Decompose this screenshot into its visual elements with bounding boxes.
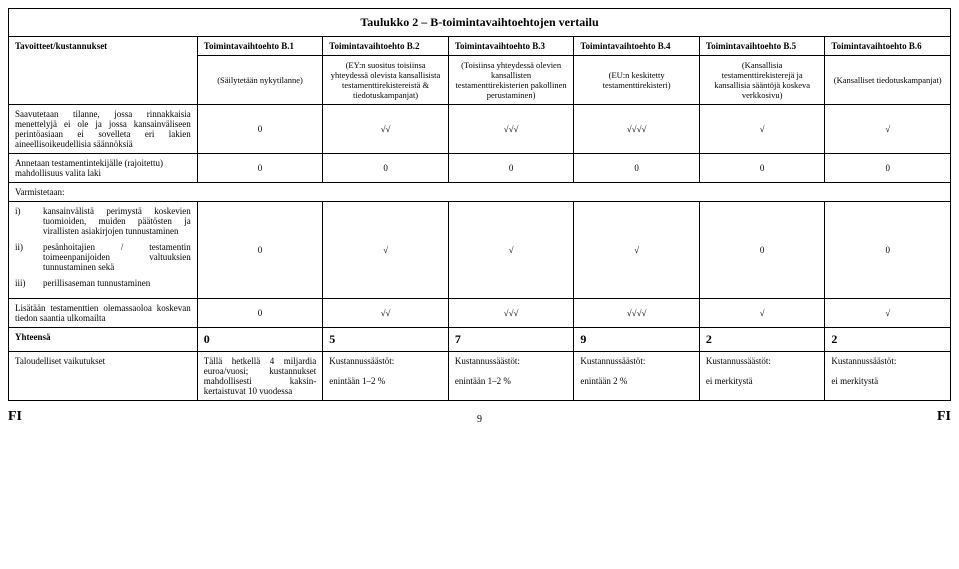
comparison-table: Taulukko 2 – B-toimintavaihtoehtojen ver… <box>8 8 951 401</box>
total-v1: 0 <box>197 328 323 352</box>
footer-left: FI <box>8 409 22 425</box>
row4-v6: √ <box>825 299 951 328</box>
header-b1: Toimintavaihtoehto B.1 <box>197 37 323 56</box>
row4-label: Lisätään testamenttien olemassaoloa kosk… <box>9 299 198 328</box>
row-recognition: i)kansainvälistä perimystä koskevien tuo… <box>9 202 951 299</box>
econ-c2-val: enintään 1–2 % <box>329 376 442 386</box>
row0-label: Saavutetaan tilanne, jossa rinnakkaisia … <box>9 105 198 154</box>
row3-label: i)kansainvälistä perimystä koskevien tuo… <box>9 202 198 299</box>
econ-c6: Kustannussäästöt: ei merkitystä <box>825 352 951 401</box>
desc-b1: (Säilytetään nykytilanne) <box>197 56 323 105</box>
row1-v5: 0 <box>699 154 825 183</box>
page-footer: FI 9 FI <box>8 409 951 425</box>
item-i-txt: kansainvälistä perimystä koskevien tuomi… <box>43 206 191 236</box>
econ-c5-title: Kustannussäästöt: <box>706 356 819 366</box>
row1-v1: 0 <box>197 154 323 183</box>
row-total: Yhteensä 0 5 7 9 2 2 <box>9 328 951 352</box>
econ-c4-title: Kustannussäästöt: <box>580 356 693 366</box>
desc-b2: (EY:n suositus toisiinsa yhteydessä olev… <box>323 56 449 105</box>
page-number: 9 <box>477 414 482 425</box>
row3-v1: 0 <box>197 202 323 299</box>
row3-v5: 0 <box>699 202 825 299</box>
row0-v5: √ <box>699 105 825 154</box>
row1-v3: 0 <box>448 154 574 183</box>
row0-v6: √ <box>825 105 951 154</box>
econ-label: Taloudelliset vaikutukset <box>9 352 198 401</box>
econ-c5: Kustannussäästöt: ei merkitystä <box>699 352 825 401</box>
econ-c3-val: enintään 1–2 % <box>455 376 568 386</box>
row3-v6: 0 <box>825 202 951 299</box>
table-title: Taulukko 2 – B-toimintavaihtoehtojen ver… <box>9 9 951 37</box>
title-row: Taulukko 2 – B-toimintavaihtoehtojen ver… <box>9 9 951 37</box>
econ-c2: Kustannussäästöt: enintään 1–2 % <box>323 352 449 401</box>
row0-v4: √√√√ <box>574 105 700 154</box>
total-v5: 2 <box>699 328 825 352</box>
row4-v3: √√√ <box>448 299 574 328</box>
desc-b3: (Toisiinsa yhteydessä olevien kansallist… <box>448 56 574 105</box>
header-b2: Toimintavaihtoehto B.2 <box>323 37 449 56</box>
total-v2: 5 <box>323 328 449 352</box>
row-wills-abroad: Lisätään testamenttien olemassaoloa kosk… <box>9 299 951 328</box>
row-economic: Taloudelliset vaikutukset Tällä hetkellä… <box>9 352 951 401</box>
row-choice-of-law: Annetaan testamentintekijälle (rajoitett… <box>9 154 951 183</box>
header-b4: Toimintavaihtoehto B.4 <box>574 37 700 56</box>
header-row-1: Tavoitteet/kustannukset Toimintavaihtoeh… <box>9 37 951 56</box>
total-v4: 9 <box>574 328 700 352</box>
item-iii-txt: perillisaseman tunnustaminen <box>43 278 191 288</box>
econ-c5-val: ei merkitystä <box>706 376 819 386</box>
header-b5: Toimintavaihtoehto B.5 <box>699 37 825 56</box>
footer-right: FI <box>937 409 951 425</box>
econ-c4-val: enintään 2 % <box>580 376 693 386</box>
row1-v2: 0 <box>323 154 449 183</box>
item-ii-num: ii) <box>15 242 43 272</box>
item-i-num: i) <box>15 206 43 236</box>
row-parallel-procedures: Saavutetaan tilanne, jossa rinnakkaisia … <box>9 105 951 154</box>
total-v6: 2 <box>825 328 951 352</box>
row4-v1: 0 <box>197 299 323 328</box>
header-b3: Toimintavaihtoehto B.3 <box>448 37 574 56</box>
total-v3: 7 <box>448 328 574 352</box>
row2-label: Varmistetaan: <box>9 183 951 202</box>
header-objectives: Tavoitteet/kustannukset <box>9 37 198 105</box>
econ-c3: Kustannussäästöt: enintään 1–2 % <box>448 352 574 401</box>
econ-c6-val: ei merkitystä <box>831 376 944 386</box>
item-iii-num: iii) <box>15 278 43 288</box>
row4-v2: √√ <box>323 299 449 328</box>
desc-b4: (EU:n keskitetty testamenttirekisteri) <box>574 56 700 105</box>
row0-v3: √√√ <box>448 105 574 154</box>
row4-v4: √√√√ <box>574 299 700 328</box>
row1-label-b: mahdollisuus valita laki <box>15 168 191 178</box>
row-ensured: Varmistetaan: <box>9 183 951 202</box>
desc-b5: (Kansallisia testamenttirekisterejä ja k… <box>699 56 825 105</box>
econ-c2-title: Kustannussäästöt: <box>329 356 442 366</box>
row1-v4: 0 <box>574 154 700 183</box>
econ-c6-title: Kustannussäästöt: <box>831 356 944 366</box>
row1-v6: 0 <box>825 154 951 183</box>
row3-v2: √ <box>323 202 449 299</box>
econ-c1: Tällä hetkellä 4 miljardia euroa/vuosi; … <box>197 352 323 401</box>
row3-v4: √ <box>574 202 700 299</box>
row1-label: Annetaan testamentintekijälle (rajoitett… <box>9 154 198 183</box>
econ-c3-title: Kustannussäästöt: <box>455 356 568 366</box>
header-b6: Toimintavaihtoehto B.6 <box>825 37 951 56</box>
item-ii-txt: pesänhoitajien / testamentin toimeenpani… <box>43 242 191 272</box>
row4-v5: √ <box>699 299 825 328</box>
econ-c4: Kustannussäästöt: enintään 2 % <box>574 352 700 401</box>
desc-b6: (Kansalliset tiedotuskampanjat) <box>825 56 951 105</box>
row0-v2: √√ <box>323 105 449 154</box>
row3-v3: √ <box>448 202 574 299</box>
row0-v1: 0 <box>197 105 323 154</box>
row1-label-a: Annetaan testamentintekijälle (rajoitett… <box>15 158 163 168</box>
total-label: Yhteensä <box>9 328 198 352</box>
